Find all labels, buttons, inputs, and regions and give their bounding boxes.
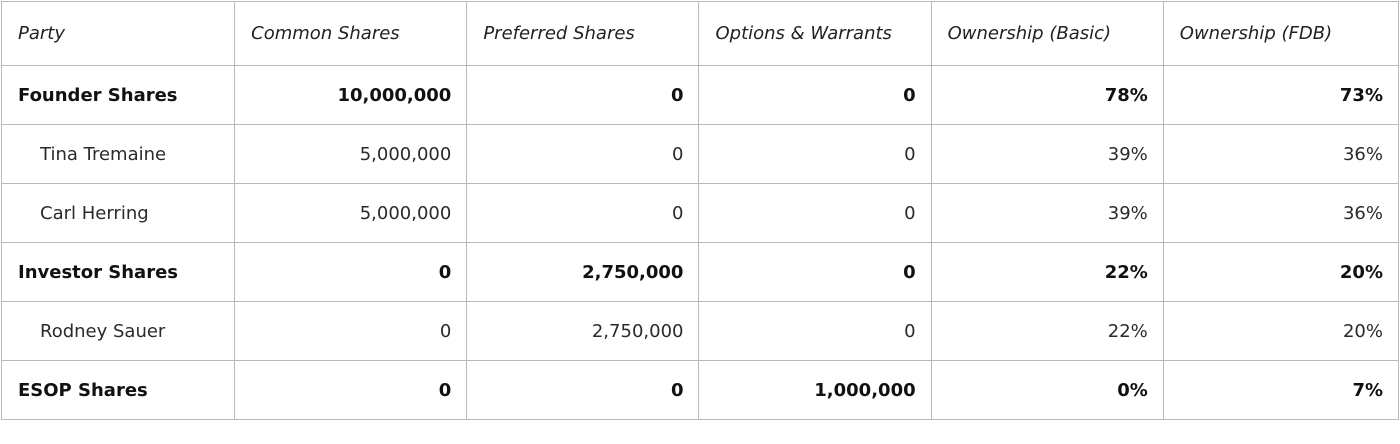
table-row: Investor Shares 0 2,750,000 0 22% 20%	[0, 242, 1400, 302]
party-cell: ESOP Shares	[0, 360, 236, 420]
common-shares-cell: 0	[234, 242, 468, 302]
ownership-basic-cell: 39%	[930, 124, 1164, 184]
ownership-fdb-cell: 36%	[1162, 124, 1400, 184]
table-row: Founder Shares 10,000,000 0 0 78% 73%	[0, 65, 1400, 125]
preferred-shares-cell: 2,750,000	[466, 301, 700, 361]
options-warrants-cell: 0	[698, 301, 932, 361]
party-name: Tina Tremaine	[40, 143, 167, 165]
ownership-basic-cell: 39%	[930, 183, 1164, 243]
ownership-fdb-cell: 73%	[1162, 65, 1400, 125]
common-shares-cell: 5,000,000	[234, 124, 468, 184]
preferred-shares-cell: 0	[466, 65, 700, 125]
options-warrants-cell: 0	[698, 124, 932, 184]
party-name: Founder Shares	[18, 84, 178, 106]
party-cell: Carl Herring	[0, 183, 236, 243]
table-row: Carl Herring 5,000,000 0 0 39% 36%	[0, 183, 1400, 243]
options-warrants-cell: 0	[698, 65, 932, 125]
party-cell: Founder Shares	[0, 65, 236, 125]
table-row: Tina Tremaine 5,000,000 0 0 39% 36%	[0, 124, 1400, 184]
options-warrants-cell: 0	[698, 242, 932, 302]
preferred-shares-cell: 2,750,000	[466, 242, 700, 302]
header-options-warrants: Options & Warrants	[698, 1, 932, 66]
options-warrants-cell: 1,000,000	[698, 360, 932, 420]
party-name: Investor Shares	[18, 261, 179, 283]
preferred-shares-cell: 0	[466, 124, 700, 184]
header-ownership-basic: Ownership (Basic)	[930, 1, 1164, 66]
header-common-shares: Common Shares	[234, 1, 468, 66]
preferred-shares-cell: 0	[466, 360, 700, 420]
ownership-basic-cell: 22%	[930, 301, 1164, 361]
header-preferred-shares: Preferred Shares	[466, 1, 700, 66]
ownership-fdb-cell: 36%	[1162, 183, 1400, 243]
options-warrants-cell: 0	[698, 183, 932, 243]
ownership-fdb-cell: 20%	[1162, 301, 1400, 361]
ownership-fdb-cell: 7%	[1162, 360, 1400, 420]
party-name: Rodney Sauer	[40, 320, 166, 342]
cap-table: Party Common Shares Preferred Shares Opt…	[0, 1, 1400, 420]
party-cell: Investor Shares	[0, 242, 236, 302]
header-party: Party	[0, 1, 236, 66]
table-row: Rodney Sauer 0 2,750,000 0 22% 20%	[0, 301, 1400, 361]
party-cell: Rodney Sauer	[0, 301, 236, 361]
header-ownership-fdb: Ownership (FDB)	[1162, 1, 1400, 66]
common-shares-cell: 0	[234, 301, 468, 361]
ownership-basic-cell: 0%	[930, 360, 1164, 420]
party-name: ESOP Shares	[18, 379, 148, 401]
party-cell: Tina Tremaine	[0, 124, 236, 184]
ownership-basic-cell: 22%	[930, 242, 1164, 302]
common-shares-cell: 0	[234, 360, 468, 420]
table-row: ESOP Shares 0 0 1,000,000 0% 7%	[0, 360, 1400, 420]
preferred-shares-cell: 0	[466, 183, 700, 243]
party-name: Carl Herring	[40, 202, 149, 224]
ownership-basic-cell: 78%	[930, 65, 1164, 125]
ownership-fdb-cell: 20%	[1162, 242, 1400, 302]
table-header-row: Party Common Shares Preferred Shares Opt…	[0, 1, 1400, 66]
common-shares-cell: 10,000,000	[234, 65, 468, 125]
common-shares-cell: 5,000,000	[234, 183, 468, 243]
